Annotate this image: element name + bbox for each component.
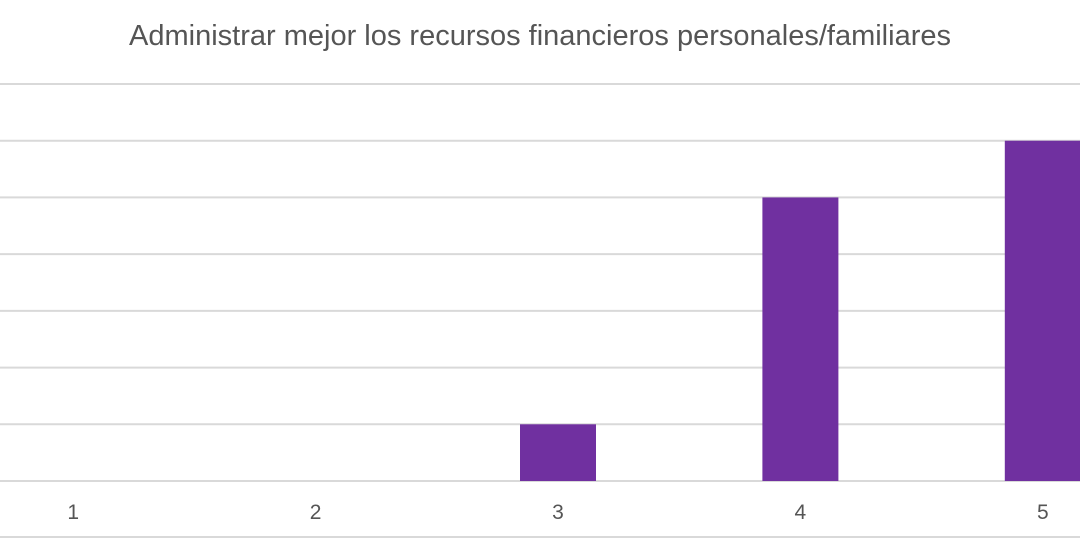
- bar-4: [762, 197, 839, 481]
- x-tick-label-2: 2: [310, 501, 322, 524]
- x-tick-label-4: 4: [795, 501, 807, 524]
- bar-5: [1004, 140, 1080, 481]
- chart-title: Administrar mejor los recursos financier…: [129, 20, 951, 52]
- x-tick-label-1: 1: [67, 501, 79, 524]
- x-tick-label-3: 3: [552, 501, 564, 524]
- bar-3: [520, 424, 596, 481]
- x-tick-label-5: 5: [1037, 501, 1049, 524]
